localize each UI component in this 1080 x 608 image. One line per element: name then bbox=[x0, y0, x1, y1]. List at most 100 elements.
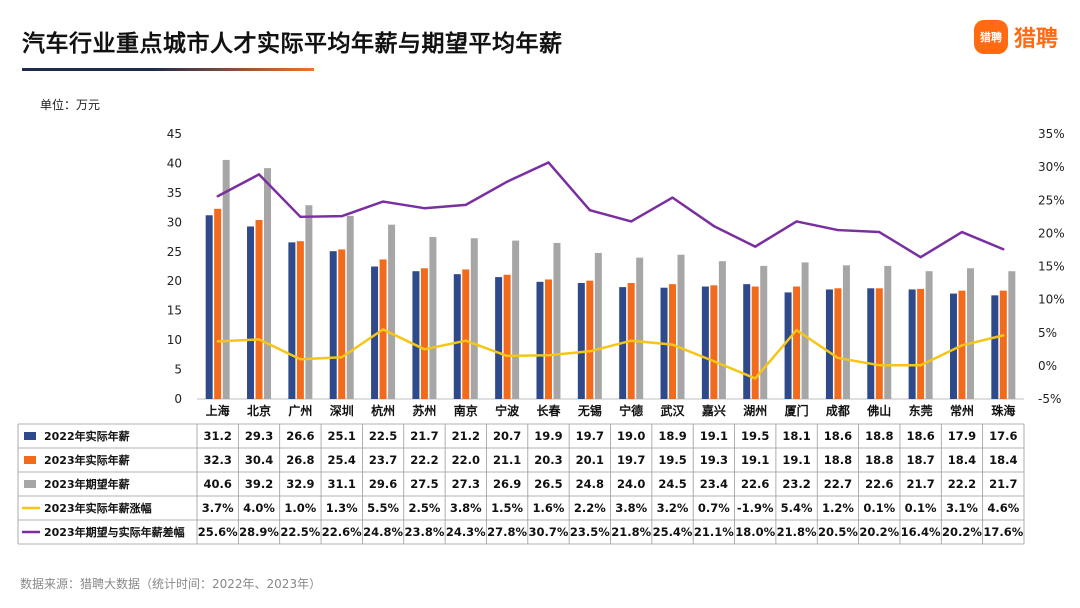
x-axis-category-label: 东莞 bbox=[909, 403, 933, 418]
table-cell-value: 0.1% bbox=[863, 501, 895, 515]
table-cell-value: 23.2 bbox=[782, 477, 810, 491]
table-cell-value: 17.6% bbox=[983, 525, 1023, 539]
bar-2022-actual bbox=[949, 293, 957, 399]
legend-swatch bbox=[24, 456, 36, 464]
growth-line-point bbox=[1002, 334, 1005, 337]
table-cell-value: 18.8 bbox=[824, 453, 852, 467]
table-cell-value: 20.7 bbox=[493, 429, 521, 443]
bar-2023-actual bbox=[214, 208, 222, 399]
table-cell-value: 26.5 bbox=[534, 477, 562, 491]
bar-2022-actual bbox=[495, 277, 503, 399]
table-cell-value: 21.7 bbox=[410, 429, 438, 443]
bar-2023-expected bbox=[925, 271, 933, 399]
salary-chart: 0 5 10 15 20 25 30 35 40 45 -5% 0% 5% 10% 15% 20% 25% 30%… bbox=[17, 127, 1065, 545]
gap-line-point bbox=[836, 228, 840, 232]
gap-line bbox=[217, 161, 1004, 259]
table-cell-value: 31.1 bbox=[328, 477, 356, 491]
table-cell-value: 16.4% bbox=[901, 525, 941, 539]
growth-line-point bbox=[257, 338, 261, 341]
table-cell-value: 18.6 bbox=[824, 429, 852, 443]
table-cell-value: 21.2 bbox=[452, 429, 480, 443]
table-cell-value: 18.4 bbox=[989, 453, 1017, 467]
gap-line-point bbox=[919, 256, 922, 259]
table-cell-value: 0.7% bbox=[698, 501, 730, 515]
y-axis-tick-label: 0 bbox=[174, 392, 182, 406]
table-cell-value: 21.1 bbox=[493, 453, 521, 467]
bar-2022-actual bbox=[412, 271, 420, 399]
gap-line-point bbox=[505, 180, 509, 183]
legend-series-name: 2023年实际年薪涨幅 bbox=[44, 501, 152, 515]
bar-2023-expected bbox=[512, 240, 520, 399]
x-axis-category-label: 苏州 bbox=[412, 403, 436, 418]
table-cell-value: 26.8 bbox=[286, 453, 314, 467]
y-axis-tick-label: 15 bbox=[167, 304, 182, 318]
table-cell-value: 27.5 bbox=[410, 477, 438, 491]
growth-line-point bbox=[919, 364, 922, 367]
gap-line-point bbox=[257, 173, 261, 176]
table-cell-value: 24.8% bbox=[363, 525, 403, 539]
bar-2023-actual bbox=[544, 279, 552, 399]
table-cell-value: 25.6% bbox=[198, 525, 238, 539]
table-cell-value: 22.6 bbox=[741, 477, 769, 491]
bar-2022-actual bbox=[825, 289, 833, 399]
growth-line-point bbox=[340, 356, 343, 359]
x-axis-category-label: 北京 bbox=[247, 403, 271, 418]
gap-line-point bbox=[340, 214, 343, 218]
gap-line-point bbox=[960, 230, 964, 234]
y-axis-tick-label: 25 bbox=[167, 245, 182, 259]
table-cell-value: 17.6 bbox=[989, 429, 1017, 443]
bar-2022-actual bbox=[743, 284, 751, 399]
table-cell-value: 20.3 bbox=[534, 453, 562, 467]
logo-text: 猎聘 bbox=[1013, 27, 1058, 52]
y2-axis-tick-label: 30% bbox=[1038, 160, 1065, 174]
growth-line-point bbox=[299, 358, 302, 361]
logo-badge-icon: 猎聘 bbox=[973, 20, 1008, 54]
table-cell-value: 32.9 bbox=[286, 477, 314, 491]
growth-line-point bbox=[629, 339, 633, 342]
table-cell-value: 20.5% bbox=[818, 525, 858, 539]
bar-2023-expected bbox=[966, 268, 974, 399]
bar-2022-actual bbox=[453, 274, 461, 399]
gap-line-point bbox=[671, 196, 674, 199]
table-cell-value: 18.1 bbox=[782, 429, 810, 443]
bar-2022-actual bbox=[247, 226, 255, 399]
bar-2023-expected bbox=[388, 224, 396, 399]
bar-2023-actual bbox=[503, 274, 511, 399]
table-cell-value: 4.0% bbox=[243, 501, 275, 515]
bar-2023-expected bbox=[636, 257, 644, 399]
bar-2022-actual bbox=[701, 286, 709, 399]
gap-line-point bbox=[1002, 248, 1005, 251]
table-cell-value: 21.7 bbox=[989, 477, 1017, 491]
bar-2022-actual bbox=[867, 288, 875, 399]
bar-2022-actual bbox=[908, 289, 916, 399]
y2-axis-tick-label: 10% bbox=[1038, 293, 1065, 307]
growth-line bbox=[217, 328, 1004, 380]
x-axis-category-label: 珠海 bbox=[991, 403, 1015, 418]
legend-series-name: 2023年期望与实际年薪差幅 bbox=[44, 525, 185, 539]
table-cell-value: 26.6 bbox=[286, 429, 314, 443]
table-cell-value: 22.6 bbox=[865, 477, 893, 491]
bar-2023-expected bbox=[718, 261, 726, 399]
y2-axis-tick-label: 5% bbox=[1038, 326, 1057, 340]
table-cell-value: 22.0 bbox=[452, 453, 480, 467]
table-cell-value: 5.4% bbox=[781, 501, 813, 515]
gap-line-point bbox=[216, 195, 219, 198]
table-cell-value: 23.7 bbox=[369, 453, 397, 467]
table-cell-value: 25.4 bbox=[328, 453, 356, 467]
bar-2023-expected bbox=[1008, 271, 1016, 399]
legend-swatch bbox=[24, 480, 36, 488]
growth-line-point bbox=[547, 354, 550, 357]
table-cell-value: 18.8 bbox=[865, 453, 893, 467]
bar-2023-actual bbox=[875, 288, 883, 399]
table-cell-value: 19.7 bbox=[617, 453, 645, 467]
bar-2023-expected bbox=[429, 237, 437, 399]
gap-line-point bbox=[588, 208, 592, 212]
table-cell-value: 27.8% bbox=[487, 525, 527, 539]
legend-series-name: 2022年实际年薪 bbox=[44, 429, 130, 443]
table-cell-value: 1.5% bbox=[491, 501, 523, 515]
table-cell-value: 1.6% bbox=[533, 501, 565, 515]
table-cell-value: 21.8% bbox=[611, 525, 651, 539]
bar-2023-actual bbox=[793, 286, 801, 399]
table-cell-value: 18.7 bbox=[906, 453, 934, 467]
x-axis-category-label: 广州 bbox=[288, 403, 312, 418]
